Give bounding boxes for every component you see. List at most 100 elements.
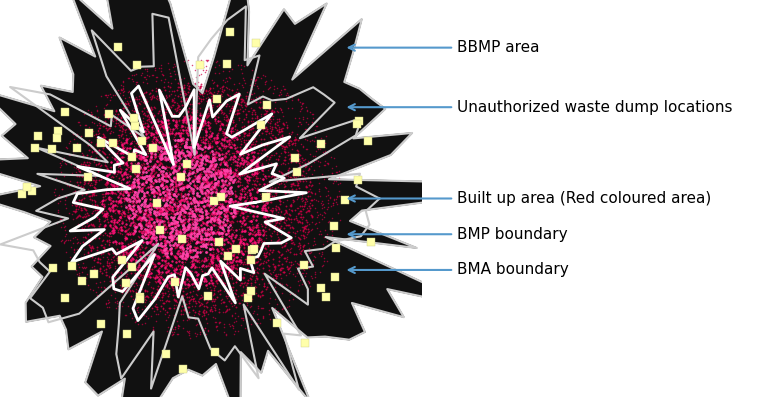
- Point: [297, 178, 309, 185]
- Point: [120, 135, 133, 141]
- Point: [185, 145, 198, 152]
- Point: [234, 258, 246, 264]
- Point: [169, 274, 182, 280]
- Point: [162, 82, 174, 89]
- Point: [303, 203, 316, 210]
- Point: [115, 213, 127, 220]
- Point: [76, 173, 88, 180]
- Point: [155, 183, 167, 189]
- Point: [132, 160, 144, 166]
- Point: [316, 152, 329, 158]
- Point: [184, 259, 197, 266]
- Point: [170, 220, 183, 226]
- Point: [205, 258, 218, 265]
- Point: [290, 176, 302, 182]
- Point: [131, 215, 144, 221]
- Point: [295, 103, 308, 110]
- Point: [100, 269, 112, 276]
- Point: [224, 219, 237, 225]
- Point: [148, 308, 161, 315]
- Point: [209, 264, 221, 270]
- Point: [133, 155, 145, 162]
- Point: [201, 249, 213, 255]
- Point: [120, 266, 133, 273]
- Point: [147, 166, 159, 172]
- Point: [278, 121, 291, 128]
- Point: [83, 242, 95, 248]
- Point: [166, 210, 179, 217]
- Point: [166, 178, 178, 184]
- Point: [262, 160, 274, 166]
- Point: [179, 238, 191, 244]
- Point: [155, 233, 167, 239]
- Point: [109, 223, 121, 229]
- Point: [280, 172, 292, 178]
- Point: [105, 212, 117, 219]
- Point: [163, 155, 176, 161]
- Point: [98, 223, 110, 229]
- Point: [245, 286, 258, 293]
- Point: [275, 208, 287, 214]
- Point: [59, 238, 71, 244]
- Point: [134, 160, 147, 167]
- Point: [237, 289, 249, 296]
- Point: [180, 127, 192, 133]
- Point: [192, 202, 205, 208]
- Point: [126, 107, 138, 113]
- Point: [116, 145, 129, 152]
- Point: [163, 191, 176, 197]
- Point: [103, 205, 116, 211]
- Point: [81, 235, 94, 242]
- Point: [316, 205, 328, 211]
- Point: [169, 229, 181, 235]
- Point: [213, 209, 226, 215]
- Point: [166, 205, 178, 212]
- Point: [56, 220, 69, 226]
- Point: [171, 270, 184, 276]
- Point: [95, 227, 108, 233]
- Point: [163, 262, 176, 268]
- Point: [228, 91, 241, 97]
- Point: [131, 254, 144, 260]
- Point: [171, 219, 184, 225]
- Point: [124, 277, 137, 283]
- Point: [220, 143, 233, 149]
- Point: [142, 123, 155, 129]
- Point: [240, 240, 252, 246]
- Point: [191, 287, 204, 293]
- Point: [205, 308, 218, 314]
- Point: [239, 236, 251, 242]
- Point: [75, 254, 87, 260]
- Point: [174, 271, 187, 277]
- Point: [180, 184, 193, 190]
- Point: [133, 269, 145, 275]
- Point: [149, 266, 162, 273]
- Point: [207, 259, 219, 265]
- Point: [251, 85, 264, 91]
- Point: [162, 247, 175, 254]
- Point: [227, 262, 240, 268]
- Point: [251, 210, 264, 217]
- Point: [255, 237, 268, 243]
- Point: [82, 212, 95, 218]
- Point: [172, 291, 184, 297]
- Point: [225, 263, 237, 269]
- Point: [159, 165, 171, 172]
- Point: [229, 134, 241, 141]
- Point: [205, 265, 218, 272]
- Point: [98, 208, 110, 214]
- Point: [80, 217, 93, 224]
- Point: [247, 215, 259, 222]
- Point: [266, 113, 279, 119]
- Point: [131, 194, 144, 200]
- Point: [116, 172, 129, 179]
- Point: [262, 166, 274, 173]
- Point: [79, 211, 91, 217]
- Point: [154, 234, 166, 240]
- Point: [172, 278, 184, 284]
- Point: [136, 271, 148, 278]
- Point: [205, 109, 218, 115]
- Point: [92, 168, 105, 174]
- Point: [221, 166, 234, 172]
- Point: [188, 125, 201, 131]
